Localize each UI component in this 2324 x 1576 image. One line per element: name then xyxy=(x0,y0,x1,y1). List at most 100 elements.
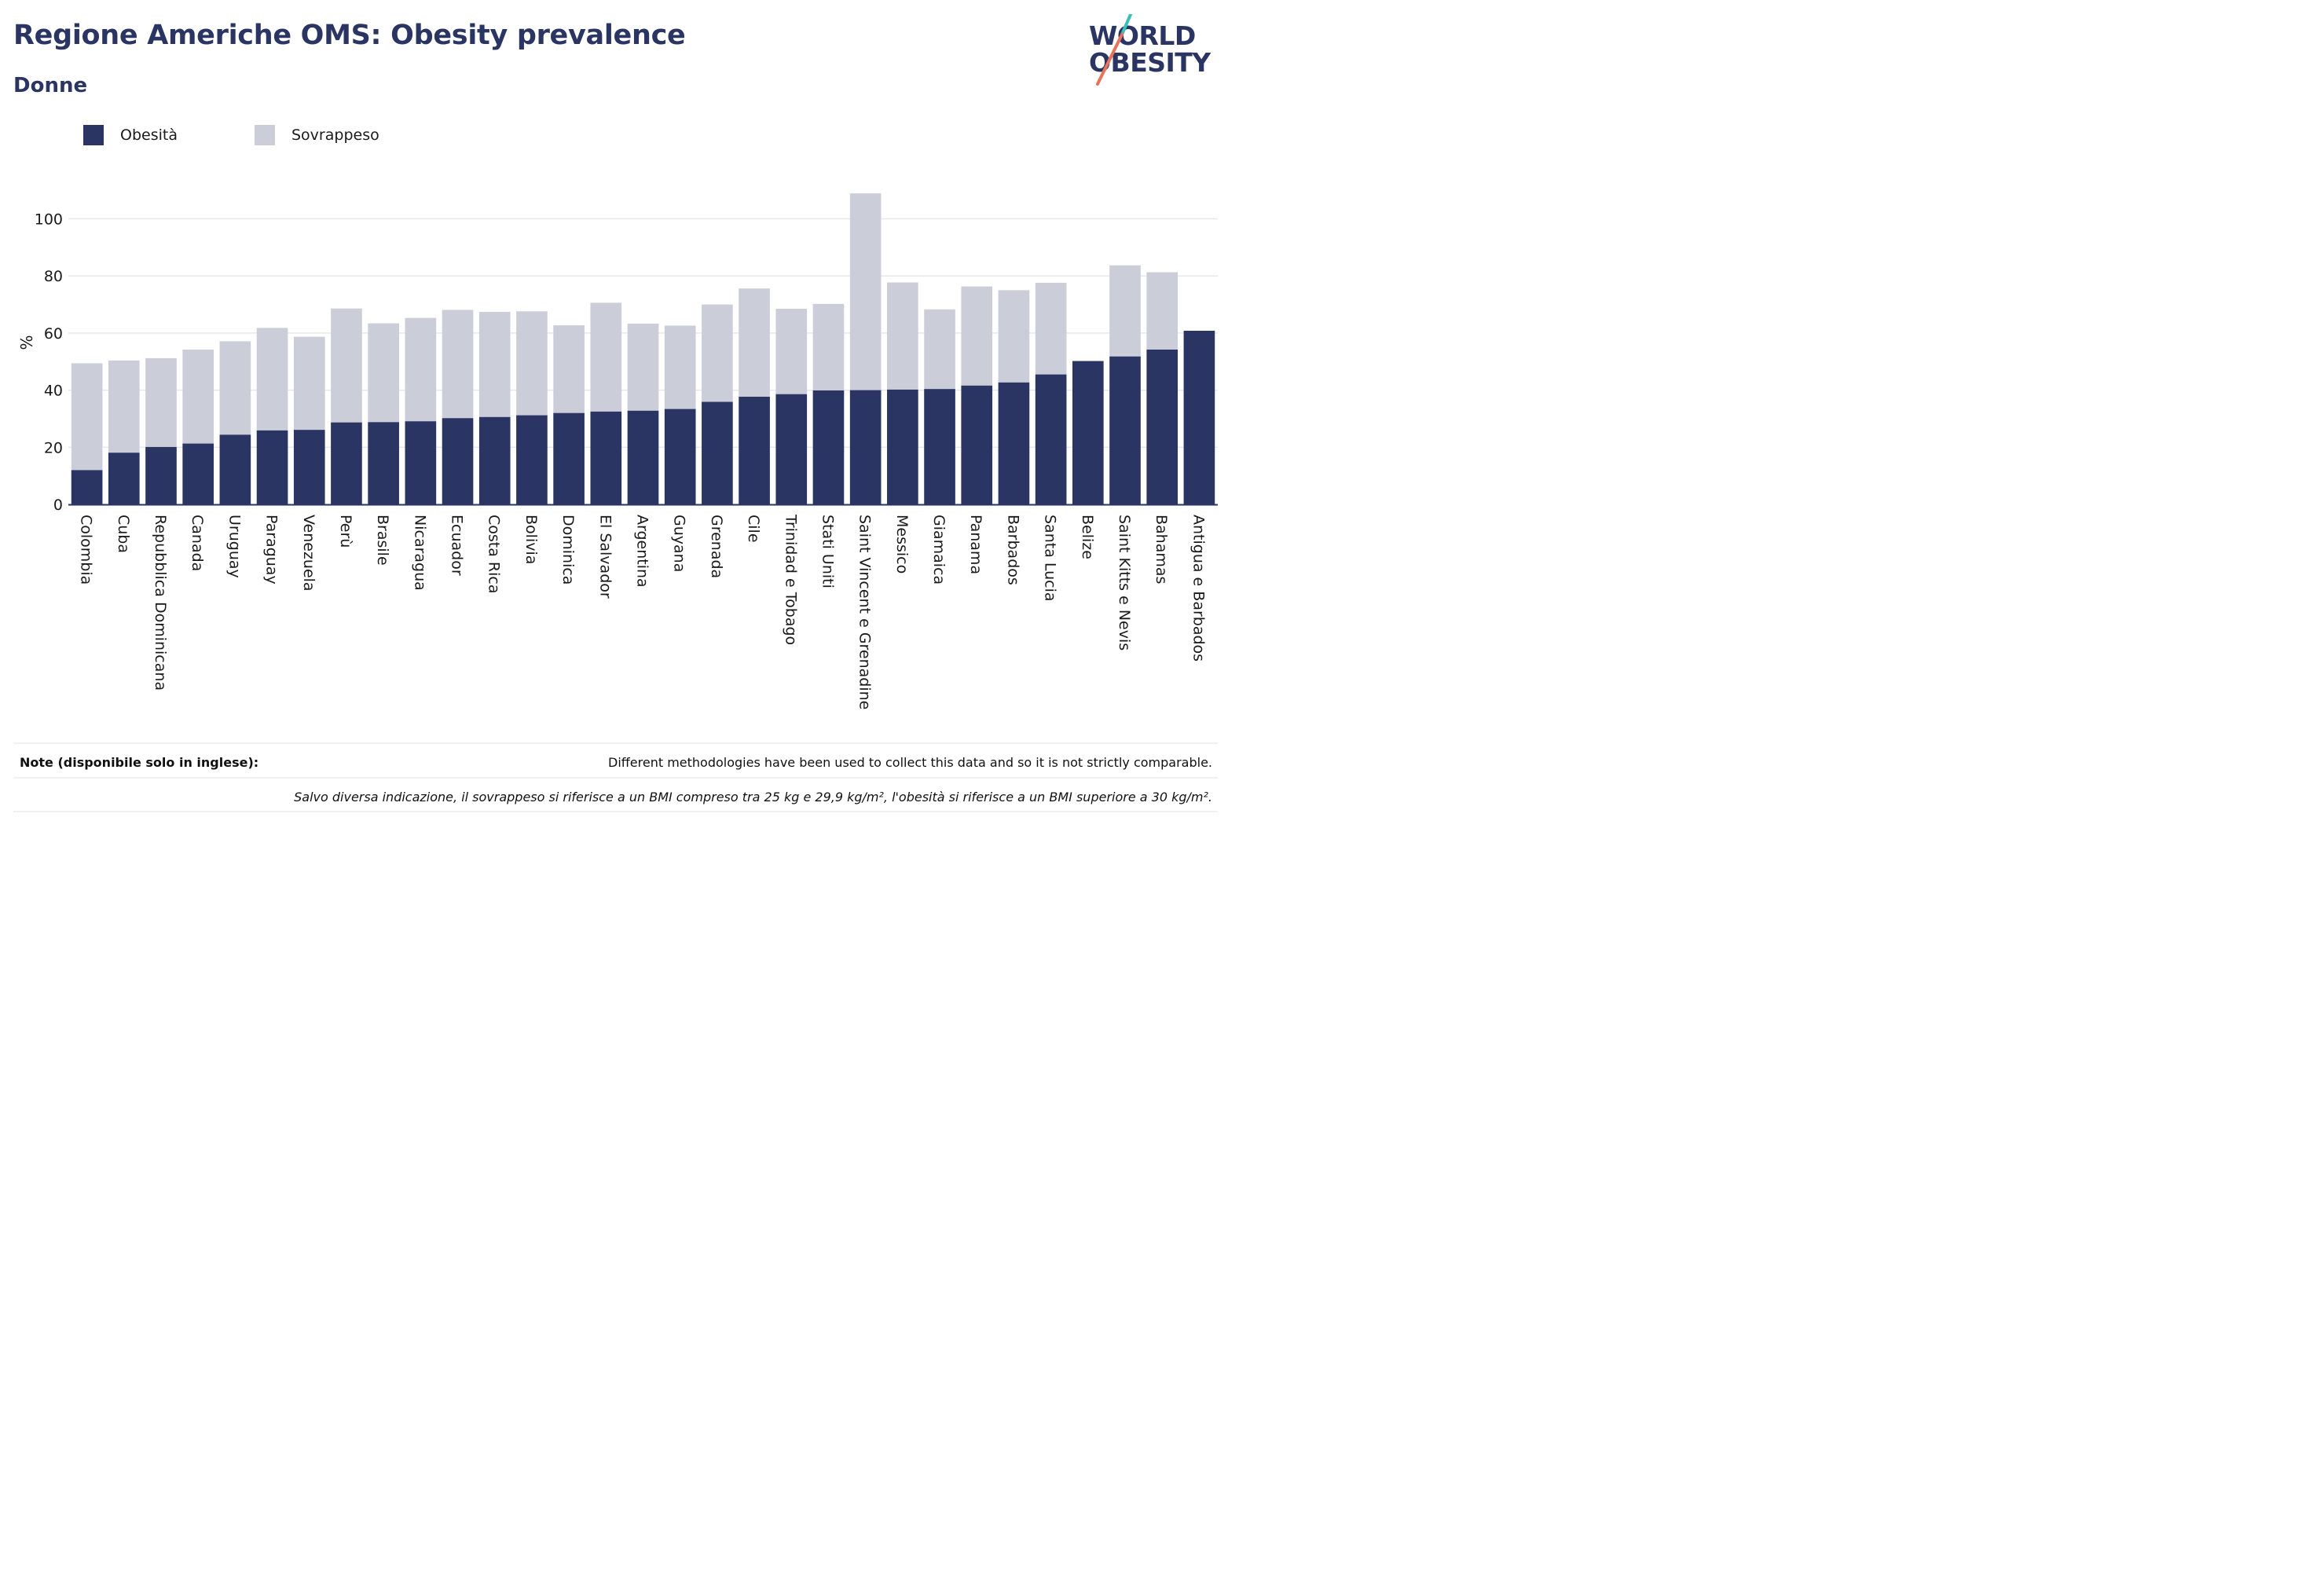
x-tick-label: Canada xyxy=(189,515,206,571)
y-tick-label: 0 xyxy=(53,497,63,514)
x-tick-label: Cile xyxy=(745,515,762,543)
bar-overweight xyxy=(478,312,511,417)
y-tick-label: 100 xyxy=(35,211,63,229)
x-tick-label: Perù xyxy=(337,515,354,548)
bar-obesity xyxy=(1146,349,1178,504)
x-axis-labels: Colombia Cuba Repubblica Dominicana Canada U… xyxy=(78,514,1208,709)
bar-obesity xyxy=(219,434,251,504)
y-tick-label: 80 xyxy=(44,268,63,285)
logo-slash-icon xyxy=(1096,14,1133,86)
legend-swatch-overweight xyxy=(255,125,275,145)
bar-obesity xyxy=(812,390,845,504)
bar-overweight xyxy=(516,311,548,416)
legend-label-overweight: Sovrappeso xyxy=(291,126,379,144)
x-tick-label: Saint Vincent e Grenadine xyxy=(856,515,874,709)
world-obesity-logo: WORLD OBESITY xyxy=(1087,14,1221,86)
bar-obesity xyxy=(108,453,140,504)
x-tick-label: Messico xyxy=(893,515,911,574)
bar-overweight xyxy=(368,323,399,423)
bar-overweight xyxy=(739,288,770,397)
legend-label-obesity: Obesità xyxy=(120,126,178,144)
bar-overweight xyxy=(442,310,474,419)
footnote: Salvo diversa indicazione, il sovrappeso… xyxy=(294,790,1212,804)
bar-overweight xyxy=(293,336,325,431)
bar-overweight xyxy=(331,308,362,423)
bar-overweight xyxy=(812,303,845,390)
x-tick-label: Bahamas xyxy=(1153,515,1170,584)
y-tick-label: 60 xyxy=(44,325,63,343)
divider-middle xyxy=(13,777,1218,779)
bar-overweight xyxy=(627,323,659,411)
chart-subtitle: Donne xyxy=(13,74,88,97)
bar-obesity xyxy=(1072,361,1104,504)
bar-overweight xyxy=(702,304,733,402)
x-tick-label: Cuba xyxy=(115,515,132,553)
bar-obesity xyxy=(775,394,808,504)
x-tick-label: Giamaica xyxy=(930,515,948,585)
bar-obesity xyxy=(1183,330,1215,504)
x-tick-label: Argentina xyxy=(634,515,651,588)
bar-overweight xyxy=(775,309,808,394)
bar-obesity xyxy=(664,409,696,504)
bar-obesity xyxy=(998,382,1030,504)
bar-overweight xyxy=(961,286,993,386)
bar-overweight xyxy=(553,325,585,413)
y-tick-label: 20 xyxy=(44,439,63,456)
x-tick-label: Panama xyxy=(967,515,984,574)
x-tick-label: Bolivia xyxy=(522,515,540,564)
bar-overweight xyxy=(71,363,103,471)
bar-overweight xyxy=(256,328,288,431)
x-tick-label: Belize xyxy=(1079,515,1096,559)
chart-title: Regione Americhe OMS: Obesity prevalence xyxy=(13,20,686,51)
bar-obesity xyxy=(1035,374,1067,504)
bar-obesity xyxy=(627,410,659,504)
bar-overweight xyxy=(405,317,437,422)
x-tick-label: Santa Lucia xyxy=(1042,515,1059,602)
bar-overweight xyxy=(887,282,918,390)
bar-obesity xyxy=(293,430,325,504)
legend-item-overweight: Sovrappeso xyxy=(255,125,379,145)
bar-overweight xyxy=(182,349,214,444)
bar-obesity xyxy=(331,422,362,504)
bar-obesity xyxy=(1109,356,1141,504)
x-tick-label: Saint Kitts e Nevis xyxy=(1116,515,1133,651)
legend-item-obesity: Obesità xyxy=(83,125,178,145)
x-tick-label: Barbados xyxy=(1004,515,1021,585)
notes-label: Note (disponibile solo in inglese): xyxy=(20,755,259,770)
notes-text: Different methodologies have been used t… xyxy=(608,755,1212,770)
x-tick-label: Paraguay xyxy=(263,515,280,585)
bar-obesity xyxy=(516,415,548,504)
bars xyxy=(71,193,1215,504)
bar-overweight xyxy=(664,325,696,409)
x-tick-label: Costa Rica xyxy=(486,515,503,594)
y-axis-ticks: 0 20 40 60 80 100 xyxy=(35,211,63,515)
bar-overweight xyxy=(1146,272,1178,350)
x-tick-label: El Salvador xyxy=(596,515,614,599)
x-tick-label: Antigua e Barbados xyxy=(1189,515,1207,662)
bar-chart: 0 20 40 60 80 100 % Colombia Cuba Repubblica Do… xyxy=(17,193,1218,709)
y-axis-label: % xyxy=(17,335,36,350)
x-tick-label: Venezuela xyxy=(300,515,317,592)
bar-obesity xyxy=(590,411,622,504)
x-tick-label: Uruguay xyxy=(225,515,243,578)
bar-overweight xyxy=(1109,265,1141,357)
bar-overweight xyxy=(219,341,251,435)
bar-overweight xyxy=(1035,282,1067,375)
bar-obesity xyxy=(849,390,882,504)
bar-obesity xyxy=(924,389,955,504)
x-tick-label: Stati Uniti xyxy=(819,515,836,588)
bar-obesity xyxy=(961,385,993,504)
bar-obesity xyxy=(405,421,437,504)
bar-obesity xyxy=(71,470,103,504)
bar-obesity xyxy=(368,422,399,504)
bar-overweight xyxy=(849,193,882,390)
bar-obesity xyxy=(478,416,511,504)
bar-obesity xyxy=(702,401,733,504)
bar-overweight xyxy=(998,290,1030,383)
bar-obesity xyxy=(739,396,770,504)
divider-top xyxy=(13,742,1218,744)
y-tick-label: 40 xyxy=(44,383,63,400)
logo-line-1: WORLD xyxy=(1089,20,1196,51)
bar-overweight xyxy=(108,360,140,453)
x-tick-label: Ecuador xyxy=(449,515,466,576)
